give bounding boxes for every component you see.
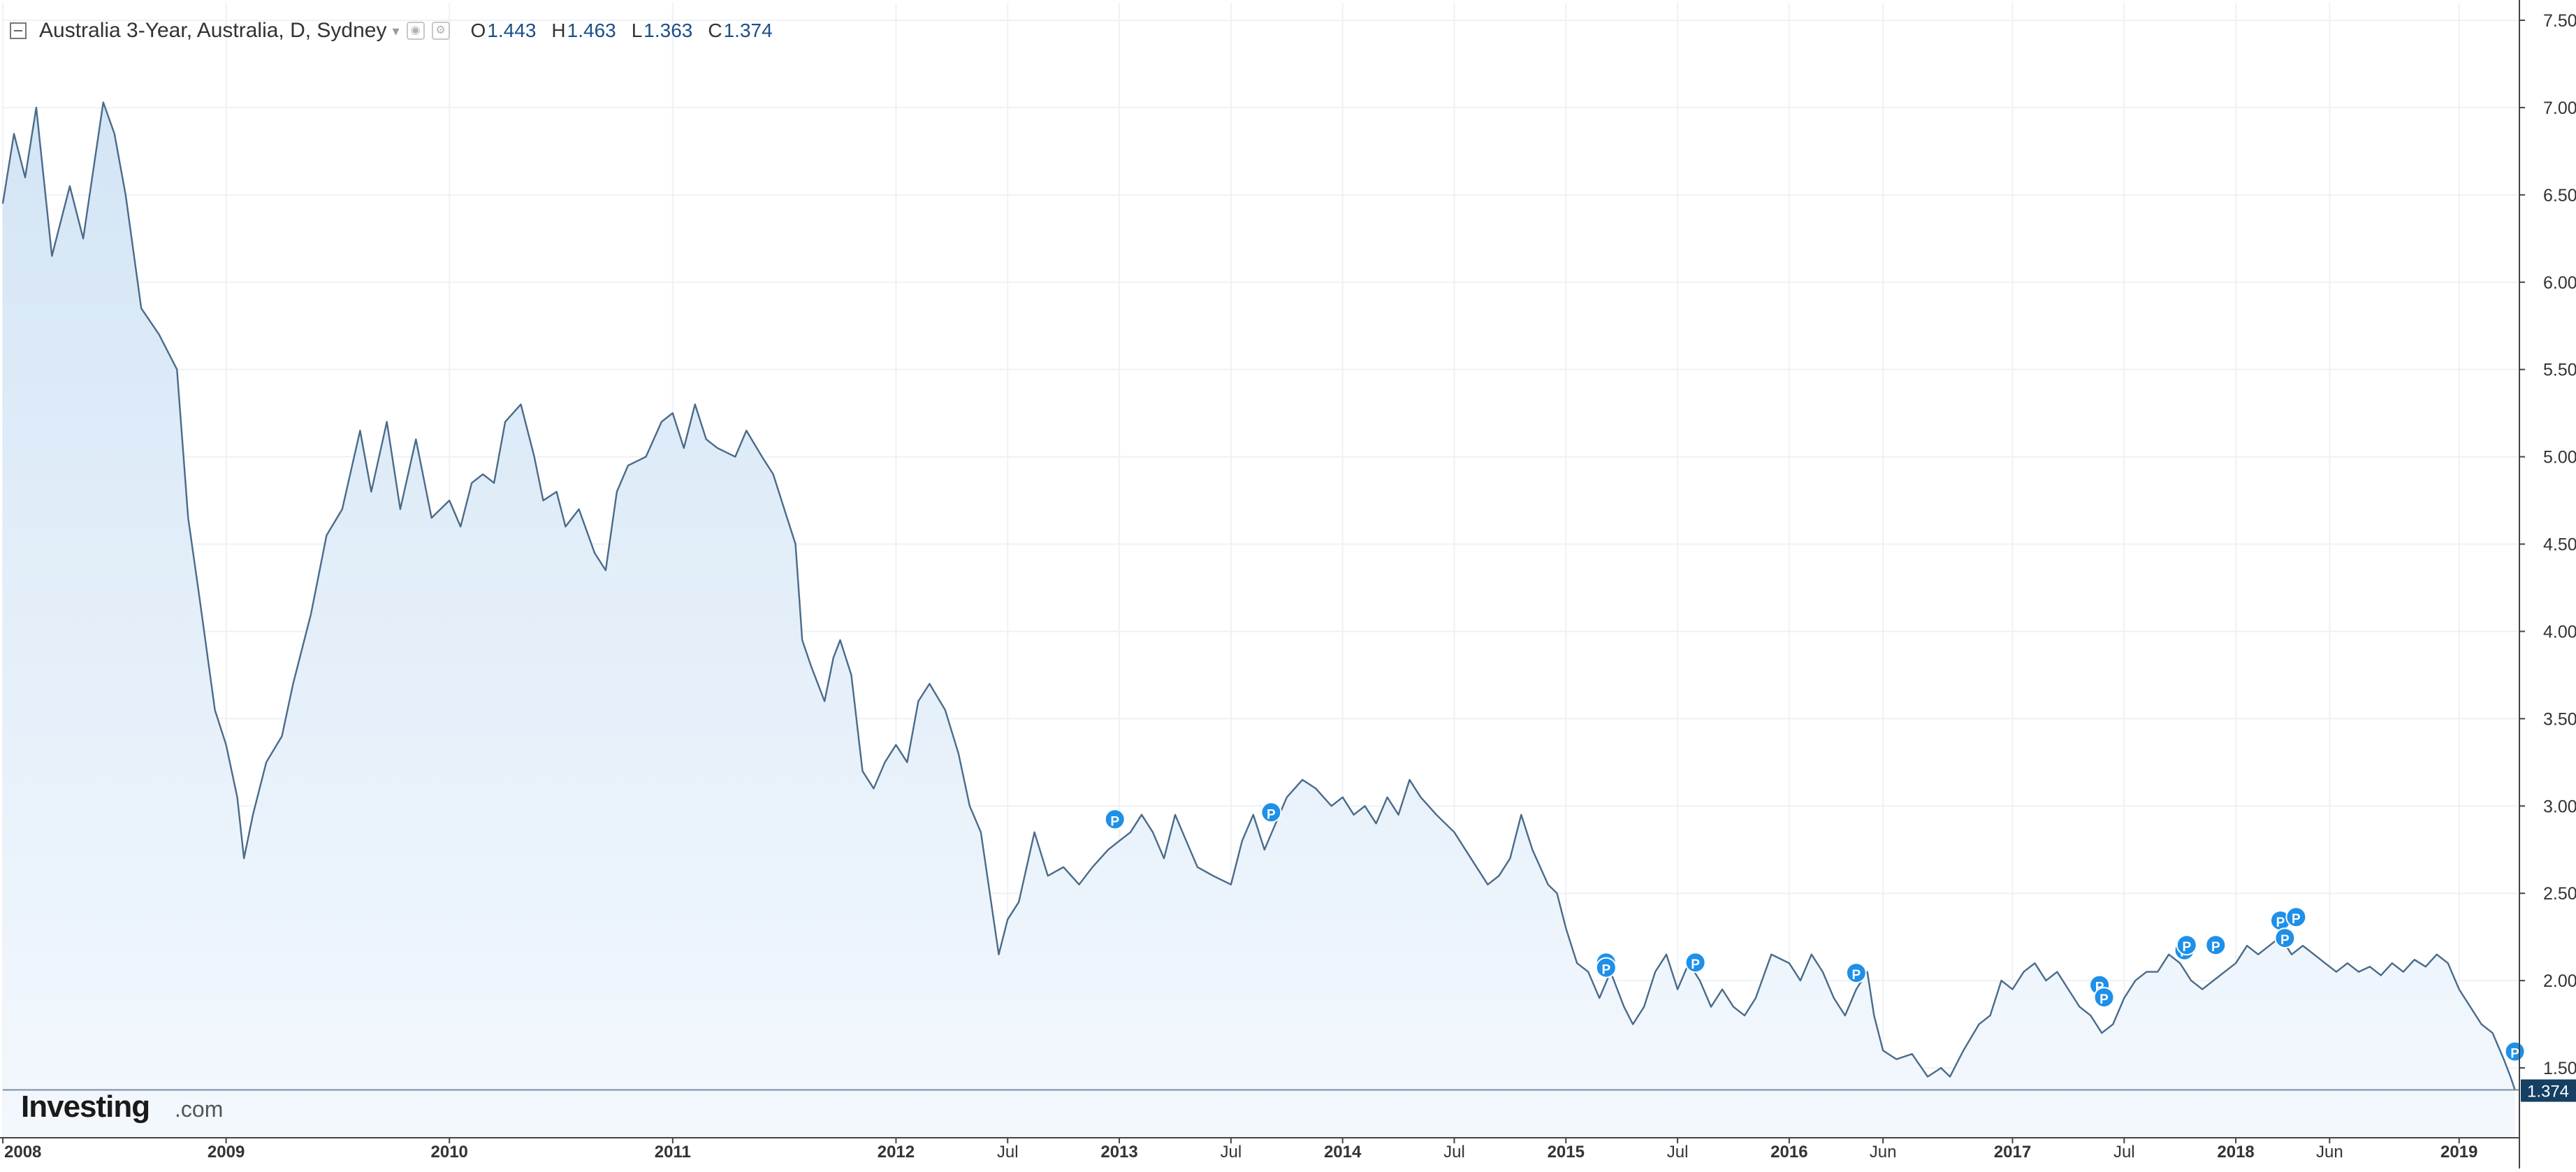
marker-icon[interactable]: [1845, 962, 1867, 984]
x-tick-label: Jul: [2113, 1143, 2135, 1162]
marker-label: P: [1601, 963, 1610, 978]
watermark-brand: Investing: [21, 1090, 150, 1124]
x-tick-label: 2017: [1994, 1143, 2031, 1162]
event-markers: PPPPPPPPPPPPPPP: [1104, 802, 2526, 1062]
series-area: [3, 102, 2515, 1138]
y-tick-label: 6.000: [2543, 273, 2576, 293]
event-marker[interactable]: P: [2285, 906, 2307, 928]
marker-label: P: [1267, 807, 1276, 822]
marker-label: P: [2182, 940, 2191, 955]
last-price-label: 1.374: [2527, 1083, 2569, 1101]
ohlc-values: O1.443 H1.463 L1.363 C1.374: [471, 20, 773, 42]
marker-icon[interactable]: [2285, 906, 2307, 928]
x-tick-label: 2019: [2440, 1143, 2477, 1162]
marker-icon[interactable]: [1104, 809, 1126, 830]
ohlc-open: O1.443: [470, 20, 537, 41]
y-tick-label: 5.500: [2543, 361, 2576, 380]
marker-label: P: [2211, 940, 2220, 955]
ohlc-low: L1.363: [631, 20, 693, 41]
marker-label: P: [1851, 968, 1861, 983]
gear-icon[interactable]: ⚙: [431, 22, 450, 40]
event-marker[interactable]: P: [2093, 987, 2115, 1008]
event-marker[interactable]: P: [2504, 1041, 2526, 1062]
chart-title[interactable]: Australia 3-Year, Australia, D, Sydney: [39, 19, 387, 42]
chevron-down-icon[interactable]: ▾: [392, 23, 400, 39]
x-tick-label: 2016: [1770, 1143, 1807, 1162]
y-tick-label: 4.000: [2543, 622, 2576, 642]
series-layer: [1, 101, 2519, 1138]
x-tick-label: 2018: [2217, 1143, 2254, 1162]
event-marker[interactable]: P: [2176, 934, 2197, 956]
x-axis[interactable]: 2008 2009 2010 2011 2012 Jul 2013 Jul 2014 Jul 201…: [0, 1137, 2519, 1162]
x-tick-label: 2013: [1100, 1143, 1137, 1162]
x-tick-label: Jun: [2316, 1143, 2343, 1162]
marker-label: P: [2100, 992, 2109, 1007]
y-tick-label: 5.000: [2543, 448, 2576, 468]
x-tick-label: Jun: [1870, 1143, 1897, 1162]
event-marker[interactable]: P: [2270, 910, 2291, 932]
x-tick-label: 2015: [1548, 1143, 1585, 1162]
x-tick-label: Jul: [1221, 1143, 1242, 1162]
x-tick-label: 2011: [655, 1143, 691, 1162]
x-tick-label: Jul: [1667, 1143, 1689, 1162]
marker-label: P: [2292, 912, 2301, 927]
marker-icon[interactable]: [1595, 957, 1617, 978]
y-tick-label: 6.500: [2543, 186, 2576, 205]
x-tick-label: 2010: [431, 1143, 468, 1162]
event-marker[interactable]: P: [1104, 809, 1126, 830]
marker-label: P: [1691, 957, 1700, 972]
marker-label: P: [2280, 933, 2290, 948]
x-tick-label: 2014: [1324, 1143, 1362, 1162]
y-tick-label: 7.500: [2543, 11, 2576, 31]
ohlc-high: H1.463: [551, 20, 616, 41]
x-tick-label: 2008: [4, 1143, 41, 1162]
y-tick-label: 3.500: [2543, 709, 2576, 729]
marker-label: P: [2276, 916, 2285, 930]
marker-label: P: [1110, 814, 1119, 829]
event-marker[interactable]: P: [1845, 962, 1867, 984]
x-tick-label: 2012: [878, 1143, 915, 1162]
investing-watermark: Investing .com: [21, 1090, 223, 1124]
chart-legend: Australia 3-Year, Australia, D, Sydney ▾…: [10, 13, 773, 49]
event-marker[interactable]: P: [1684, 952, 1706, 974]
y-axis[interactable]: 7.500 7.000 6.500 6.000 5.500 5.000 4.500 4.000…: [2519, 0, 2576, 1169]
y-tick-label: 2.000: [2543, 971, 2576, 991]
marker-icon[interactable]: [2274, 927, 2296, 949]
y-tick-label: 7.000: [2543, 99, 2576, 118]
marker-icon[interactable]: [2205, 934, 2227, 956]
event-marker[interactable]: P: [2274, 927, 2296, 949]
y-tick-label: 3.000: [2543, 797, 2576, 816]
x-tick-label: 2009: [208, 1143, 245, 1162]
series-line[interactable]: [1, 101, 2516, 1090]
eye-icon[interactable]: ◉: [406, 22, 425, 40]
x-tick-label: Jul: [1443, 1143, 1465, 1162]
event-marker[interactable]: P: [2205, 934, 2227, 956]
last-price-badge: [2521, 1079, 2576, 1102]
ohlc-close: C1.374: [708, 20, 773, 41]
x-tick-label: Jul: [997, 1143, 1019, 1162]
marker-icon[interactable]: [1684, 952, 1706, 974]
marker-label: P: [2510, 1047, 2519, 1062]
watermark-suffix: .com: [175, 1097, 223, 1122]
marker-icon[interactable]: [2093, 987, 2115, 1008]
event-marker[interactable]: P: [1260, 802, 1282, 823]
y-tick-label: 2.500: [2543, 884, 2576, 904]
y-tick-label: 1.500: [2543, 1059, 2576, 1078]
collapse-icon[interactable]: [10, 22, 27, 39]
y-tick-label: 4.500: [2543, 535, 2576, 555]
marker-icon[interactable]: [2176, 934, 2197, 956]
event-marker[interactable]: P: [1595, 957, 1617, 978]
marker-icon[interactable]: [1260, 802, 1282, 823]
